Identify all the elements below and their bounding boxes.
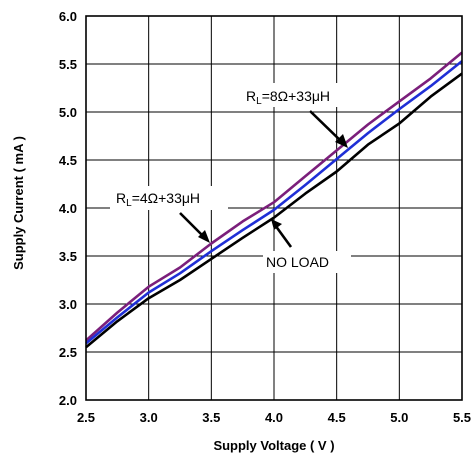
y-tick-label: 2.0 [59, 393, 77, 408]
y-axis-title: Supply Current ( mA ) [11, 136, 26, 270]
annotation-noload-arrowhead [271, 219, 282, 230]
annotation-8ohm-arrowhead [335, 134, 348, 148]
annotation-4ohm-arrowhead [198, 230, 210, 243]
x-tick-label: 2.5 [77, 410, 95, 425]
y-tick-label: 5.5 [59, 57, 77, 72]
series-line-1 [85, 60, 463, 345]
x-tick-label: 4.5 [328, 410, 346, 425]
grid [86, 16, 462, 400]
x-tick-label: 5.5 [453, 410, 471, 425]
annotation-4ohm-arrow [179, 212, 206, 239]
y-tick-label: 3.5 [59, 249, 77, 264]
annotation-8ohm-arrow [309, 110, 344, 144]
x-tick-label: 3.0 [140, 410, 158, 425]
y-tick-labels: 2.0 2.5 3.0 3.5 4.0 4.5 5.0 5.5 6.0 [59, 9, 77, 408]
x-axis-title: Supply Voltage ( V ) [213, 438, 334, 453]
y-tick-label: 2.5 [59, 345, 77, 360]
x-tick-label: 4.0 [265, 410, 283, 425]
y-tick-label: 5.0 [59, 105, 77, 120]
annotation-8ohm-bg [240, 83, 358, 107]
y-tick-label: 4.0 [59, 201, 77, 216]
x-tick-label: 5.0 [390, 410, 408, 425]
series-line-2 [85, 72, 463, 349]
y-tick-label: 3.0 [59, 297, 77, 312]
y-tick-label: 4.5 [59, 153, 77, 168]
series-line-0 [85, 51, 463, 342]
annotation-noload: NO LOAD [266, 254, 329, 270]
series-lines [85, 51, 463, 349]
annotation-8ohm: RL=8Ω+33μH [246, 88, 330, 107]
annotation-4ohm-bg [110, 186, 228, 210]
x-tick-label: 3.5 [202, 410, 220, 425]
annotation-noload-bg [263, 251, 351, 273]
annotation-noload-arrow [273, 224, 293, 248]
plot-frame [85, 15, 463, 401]
annotation-4ohm: RL=4Ω+33μH [116, 190, 200, 209]
x-tick-labels: 2.5 3.0 3.5 4.0 4.5 5.0 5.5 [77, 410, 471, 425]
y-tick-label: 6.0 [59, 9, 77, 24]
